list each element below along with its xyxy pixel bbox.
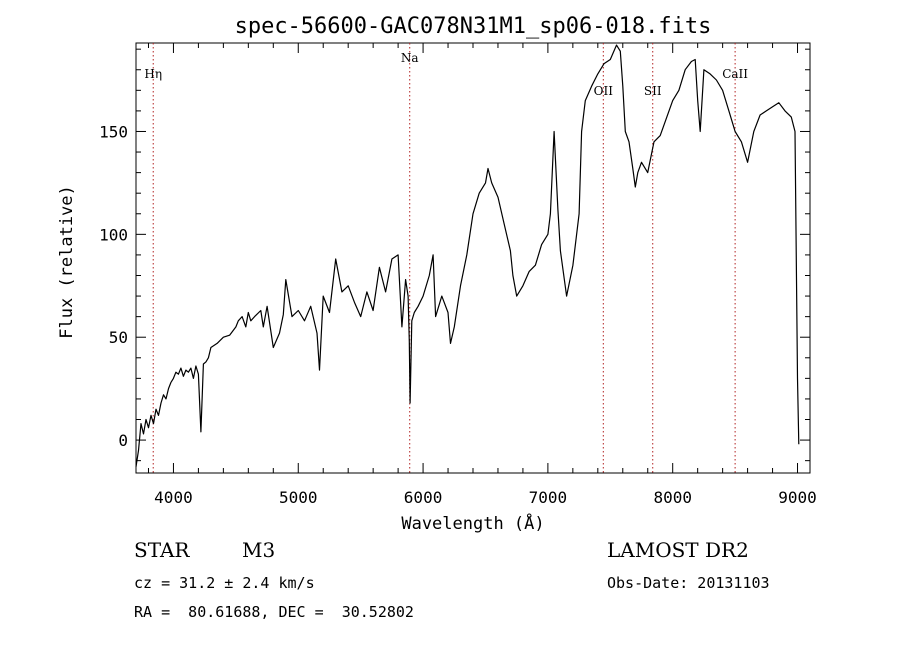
obs-date: Obs-Date: 20131103 (607, 574, 770, 592)
x-tick-label: 8000 (653, 488, 692, 507)
y-tick-label: 0 (118, 431, 128, 450)
y-tick-label: 50 (109, 328, 128, 347)
x-axis-label: Wavelength (Å) (401, 512, 544, 534)
x-tick-label: 4000 (154, 488, 193, 507)
line-marker-label: CaII (722, 67, 748, 81)
x-tick-label: 9000 (778, 488, 817, 507)
x-tick-label: 7000 (529, 488, 568, 507)
object-class: STAR (134, 538, 190, 562)
spectrum-line (135, 44, 800, 467)
y-axis-label: Flux (relative) (57, 185, 77, 339)
plot-frame (135, 42, 811, 474)
line-marker-label: Hη (144, 67, 162, 81)
y-tick-label: 150 (99, 122, 128, 141)
line-marker-label: Na (401, 51, 419, 65)
redshift-cz: cz = 31.2 ± 2.4 km/s (134, 574, 315, 592)
chart-title: spec-56600-GAC078N31M1_sp06-018.fits (235, 14, 712, 39)
line-marker-label: OII (594, 84, 614, 98)
survey-name: LAMOST DR2 (607, 538, 749, 562)
x-tick-label: 6000 (404, 488, 443, 507)
object-subclass: M3 (242, 538, 276, 562)
y-tick-label: 100 (99, 225, 128, 244)
line-marker-label: SII (644, 84, 662, 98)
x-tick-label: 5000 (279, 488, 318, 507)
ra-dec: RA = 80.61688, DEC = 30.52802 (134, 603, 414, 621)
